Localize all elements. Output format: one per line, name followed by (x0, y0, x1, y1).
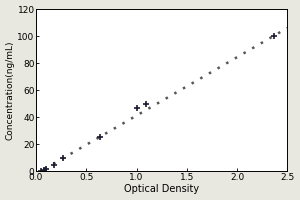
X-axis label: Optical Density: Optical Density (124, 184, 199, 194)
Y-axis label: Concentration(ng/mL): Concentration(ng/mL) (6, 40, 15, 140)
